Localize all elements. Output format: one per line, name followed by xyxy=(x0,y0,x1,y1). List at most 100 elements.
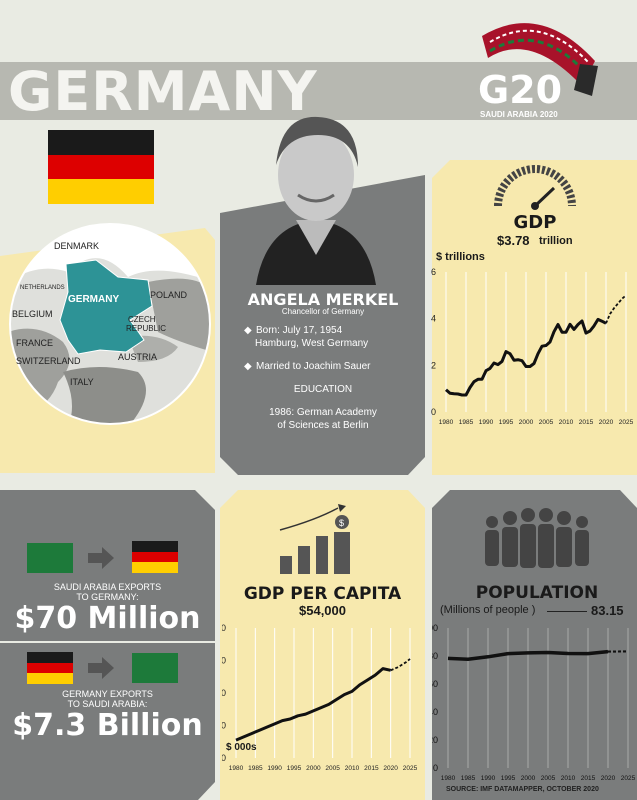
growth-icon: $ xyxy=(279,504,350,574)
germany-flag-icon xyxy=(48,130,154,204)
x-tick-label: 1995 xyxy=(501,775,516,782)
x-tick-label: 2025 xyxy=(619,419,634,426)
x-tick-label: 2020 xyxy=(383,765,398,772)
x-tick-label: 1995 xyxy=(499,419,514,426)
leader-born-line1: Born: July 17, 1954 xyxy=(256,325,343,336)
y-tick-label: 20 xyxy=(222,721,226,731)
series-line xyxy=(235,667,392,742)
export2-line2: TO SAUDI ARABIA: xyxy=(67,699,148,709)
gdppc-chart: 1980 1985 1990 1995 2000 2005 2010 2015 2020 2025… xyxy=(222,623,418,772)
y-tick-label: 0 xyxy=(433,763,438,773)
series-line xyxy=(447,649,609,661)
map-label-belgium: BELGIUM xyxy=(12,309,53,319)
x-tick-label: 2015 xyxy=(579,419,594,426)
x-tick-label: 2000 xyxy=(519,419,534,426)
map-label-netherlands: NETHERLANDS xyxy=(20,285,65,291)
x-tick-label: 2000 xyxy=(306,765,321,772)
x-tick-label: 2010 xyxy=(345,765,360,772)
population-title: POPULATION xyxy=(475,583,599,603)
map-label-czech: CZECH xyxy=(128,315,156,324)
x-tick-label: 2020 xyxy=(601,775,616,782)
y-tick-label: 2 xyxy=(431,360,436,370)
y-tick-label: 6 xyxy=(431,267,436,277)
y-tick-label: 60 xyxy=(222,656,226,666)
x-tick-label: 2015 xyxy=(581,775,596,782)
x-tick-label: 2025 xyxy=(403,765,418,772)
people-icon xyxy=(485,508,589,568)
trade-panel-bg xyxy=(0,490,215,800)
g20-subtitle: SAUDI ARABIA 2020 xyxy=(480,110,558,119)
export2-line1: GERMANY EXPORTS xyxy=(62,689,153,699)
x-tick-label: 2020 xyxy=(599,419,614,426)
arrow-right-icon xyxy=(88,657,114,679)
population-panel-bg xyxy=(432,490,637,800)
projection-line xyxy=(390,658,411,672)
germany-flag-icon xyxy=(27,652,73,684)
x-tick-label: 2010 xyxy=(561,775,576,782)
leader-education-line1: 1986: German Academy xyxy=(269,407,377,418)
diamond-bullet-icon: ◆ xyxy=(244,361,252,372)
leader-portrait xyxy=(256,116,376,285)
y-tick-label: 40 xyxy=(222,688,226,698)
map-label-germany: GERMANY xyxy=(68,294,119,305)
y-tick-label: 20 xyxy=(432,735,438,745)
leader-married: Married to Joachim Sauer xyxy=(256,361,371,372)
gdp-axis-label: $ trillions xyxy=(436,251,485,263)
leader-name: ANGELA MERKEL xyxy=(247,290,399,309)
x-tick-label: 2005 xyxy=(541,775,556,782)
map-label-austria: AUSTRIA xyxy=(118,352,157,362)
map-label-italy: ITALY xyxy=(70,377,94,387)
y-tick-label: 0 xyxy=(222,753,226,763)
x-tick-label: 1980 xyxy=(439,419,454,426)
x-tick-label: 1990 xyxy=(267,765,282,772)
source-note: SOURCE: IMF DATAMAPPER, OCTOBER 2020 xyxy=(446,786,599,793)
leader-born-line2: Hamburg, West Germany xyxy=(255,338,369,349)
y-tick-label: 60 xyxy=(432,679,438,689)
x-tick-label: 2015 xyxy=(364,765,379,772)
x-tick-label: 2000 xyxy=(521,775,536,782)
x-tick-label: 1985 xyxy=(248,765,263,772)
x-tick-label: 2005 xyxy=(325,765,340,772)
projection-line xyxy=(605,294,627,324)
germany-flag-icon xyxy=(132,541,178,573)
y-tick-label: 0 xyxy=(431,407,436,417)
y-tick-label: 80 xyxy=(432,651,438,661)
leader-role: Chancellor of Germany xyxy=(281,307,365,316)
g20-logo: G20 xyxy=(478,68,563,112)
x-tick-label: 1990 xyxy=(481,775,496,782)
map-label-france: FRANCE xyxy=(16,338,53,348)
saudi-flag-icon xyxy=(27,543,73,573)
map-label-denmark: DENMARK xyxy=(54,241,99,251)
gdp-value: $3.78 xyxy=(497,233,530,248)
saudi-flag-icon xyxy=(132,653,178,683)
population-subtitle: (Millions of people ) xyxy=(440,604,536,616)
export1-line1: SAUDI ARABIA EXPORTS xyxy=(53,582,162,592)
series-line xyxy=(445,317,607,397)
gdppc-panel-bg xyxy=(220,490,425,800)
map-label-poland: POLAND xyxy=(150,290,188,300)
gdppc-axis-label: $ 000s xyxy=(226,742,257,753)
population-chart: 1980 1985 1990 1995 2000 2005 2010 2015 2020 2025… xyxy=(432,623,636,782)
woven-strap-icon xyxy=(482,23,598,96)
population-value: 83.15 xyxy=(591,603,624,618)
map-label-switzerland: SWITZERLAND xyxy=(16,356,81,366)
x-tick-label: 2010 xyxy=(559,419,574,426)
speedometer-icon xyxy=(494,165,576,210)
x-tick-label: 1985 xyxy=(461,775,476,782)
population-leader-line xyxy=(547,611,587,612)
x-tick-label: 2005 xyxy=(539,419,554,426)
diamond-bullet-icon: ◆ xyxy=(244,325,252,336)
y-tick-label: 80 xyxy=(222,623,226,633)
export1-value: $70 Million xyxy=(14,601,201,636)
gdp-unit: trillion xyxy=(539,235,573,247)
europe-map: DENMARK NETHERLANDS GERMANY POLAND BELGI… xyxy=(9,223,211,425)
title-banner xyxy=(0,62,637,120)
x-tick-label: 1985 xyxy=(459,419,474,426)
country-title: GERMANY xyxy=(8,60,318,123)
y-tick-label: 40 xyxy=(432,707,438,717)
leader-education-header: EDUCATION xyxy=(293,384,353,395)
export1-line2: TO GERMANY: xyxy=(76,592,139,602)
x-tick-label: 1990 xyxy=(479,419,494,426)
leader-education-line2: of Sciences at Berlin xyxy=(277,420,369,431)
gdp-chart: 1980 1985 1990 1995 2000 2005 2010 2015 2020 2025… xyxy=(431,267,634,426)
